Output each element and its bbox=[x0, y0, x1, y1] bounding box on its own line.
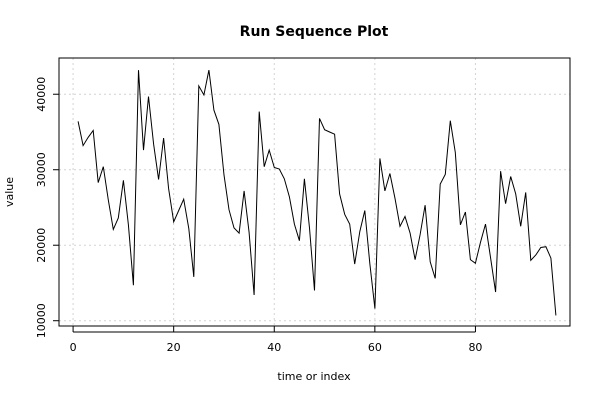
x-tick-label: 60 bbox=[368, 341, 382, 354]
y-tick-label: 20000 bbox=[35, 228, 48, 263]
x-axis: 0 20 40 60 80 bbox=[70, 326, 482, 354]
x-tick-label: 80 bbox=[468, 341, 482, 354]
y-tick-label: 10000 bbox=[35, 303, 48, 338]
x-tick-label: 40 bbox=[267, 341, 281, 354]
x-tick-label: 20 bbox=[167, 341, 181, 354]
y-tick-label: 40000 bbox=[35, 77, 48, 112]
x-tick-label: 0 bbox=[70, 341, 77, 354]
series-line bbox=[77, 70, 557, 316]
x-axis-label: time or index bbox=[277, 370, 351, 383]
grid bbox=[59, 58, 570, 326]
plot-frame bbox=[58, 57, 571, 327]
chart-title: Run Sequence Plot bbox=[240, 24, 389, 40]
y-tick-label: 30000 bbox=[35, 152, 48, 187]
y-axis-label: value bbox=[3, 177, 16, 207]
y-axis: 10000 20000 30000 40000 bbox=[35, 77, 59, 338]
